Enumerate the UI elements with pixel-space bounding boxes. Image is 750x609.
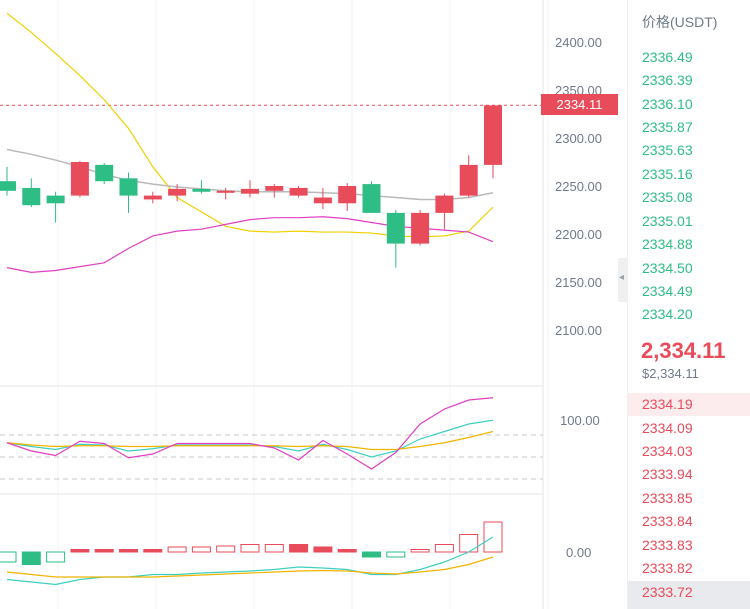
macd-histogram-bar: [362, 551, 381, 558]
price-axis-tick: 2300.00: [555, 131, 602, 146]
macd-histogram-bar: [434, 544, 454, 553]
candle-body: [265, 186, 284, 191]
candle-body: [362, 184, 381, 213]
chart-area[interactable]: 2400.00 2350.00 2300.00 2250.00 2200.00 …: [0, 0, 618, 609]
ask-price-row[interactable]: 2336.39: [642, 72, 693, 88]
oscillator-line-j: [6, 397, 494, 470]
ask-price-row[interactable]: 2335.87: [642, 119, 693, 135]
macd-histogram-bar: [167, 546, 187, 553]
ask-price-row[interactable]: 2336.10: [642, 96, 693, 112]
bid-price-row[interactable]: 2333.85: [642, 490, 693, 506]
bid-price-row[interactable]: 2334.03: [642, 443, 693, 459]
price-column-header: 价格(USDT): [642, 14, 718, 30]
candle-body: [168, 188, 187, 196]
macd-histogram-bar: [94, 549, 114, 553]
panel-collapse-handle[interactable]: ◂: [618, 258, 627, 302]
macd-histogram-bar: [21, 551, 41, 565]
bid-price-row[interactable]: 2333.84: [642, 513, 693, 529]
row-hover-highlight: [628, 581, 750, 609]
macd-dea-line: [6, 556, 494, 578]
bid-depth-highlight: [628, 393, 750, 416]
macd-histogram-bar: [337, 549, 357, 553]
order-book: 价格(USDT) 2336.49 2336.39 2336.10 2335.87…: [627, 0, 750, 609]
candle-body: [46, 195, 65, 204]
bid-price-row[interactable]: 2333.83: [642, 537, 693, 553]
candle-body: [22, 187, 41, 206]
ask-price-row[interactable]: 2334.50: [642, 260, 693, 276]
current-price-tag: 2334.11: [541, 94, 618, 115]
candle-body: [119, 178, 138, 196]
price-axis-tick: 2150.00: [555, 275, 602, 290]
price-axis-tick: 2400.00: [555, 35, 602, 50]
macd-histogram-bar: [289, 544, 309, 553]
candle-body: [0, 181, 16, 191]
price-axis-tick: 2100.00: [555, 323, 602, 338]
macd-histogram-bar: [119, 549, 138, 553]
bid-price-row[interactable]: 2333.82: [642, 560, 693, 576]
candle-body: [411, 212, 430, 244]
macd-histogram-bar: [70, 549, 90, 553]
macd-histogram-bar: [191, 546, 211, 553]
price-axis-tick: 2200.00: [555, 227, 602, 242]
macd-histogram-bar: [240, 544, 260, 553]
candle-body: [241, 188, 259, 194]
macd-histogram-bar: [46, 551, 66, 563]
candle-body: [459, 164, 478, 196]
macd-histogram-bar: [410, 549, 430, 553]
candle-body: [143, 195, 162, 200]
ask-price-row[interactable]: 2335.01: [642, 213, 693, 229]
macd-histogram-bar: [143, 549, 163, 553]
macd-histogram-bar: [386, 551, 406, 558]
candle-body: [70, 162, 89, 196]
candle-body: [95, 164, 114, 182]
oscillator-axis-tick: 100.00: [560, 413, 600, 428]
oscillator-line-d: [6, 430, 494, 451]
macd-histogram-bar: [313, 546, 333, 553]
ask-price-row[interactable]: 2334.88: [642, 236, 693, 252]
bollinger-upper-line: [6, 12, 494, 238]
candle-body: [484, 105, 502, 165]
bid-price-row[interactable]: 2334.19: [642, 396, 693, 412]
macd-histogram-bar: [264, 544, 284, 553]
last-price-usd: $2,334.11: [642, 366, 699, 381]
bid-price-row[interactable]: 2333.72: [642, 584, 693, 600]
bid-price-row[interactable]: 2333.94: [642, 466, 693, 482]
bid-price-row[interactable]: 2334.09: [642, 420, 693, 436]
ask-price-row[interactable]: 2334.49: [642, 283, 693, 299]
ask-price-row[interactable]: 2334.20: [642, 306, 693, 322]
macd-histogram-bar: [459, 534, 479, 553]
candlestick-chart-svg[interactable]: [0, 0, 618, 609]
candle-body: [313, 197, 332, 204]
candle-body: [435, 195, 454, 213]
ask-price-row[interactable]: 2335.63: [642, 142, 693, 158]
chevron-left-icon: ◂: [619, 272, 625, 283]
ask-price-row[interactable]: 2335.16: [642, 166, 693, 182]
macd-histogram-bar: [216, 545, 236, 553]
oscillator-line-k: [6, 419, 494, 458]
ask-price-row[interactable]: 2336.49: [642, 49, 693, 65]
macd-axis-tick: 0.00: [566, 545, 592, 560]
candle-body: [386, 212, 405, 244]
price-axis-tick: 2250.00: [555, 179, 602, 194]
candle-body: [289, 187, 308, 196]
candle-body: [192, 188, 211, 192]
macd-histogram-bar: [0, 551, 17, 563]
last-price: 2,334.11: [641, 338, 726, 363]
candle-body: [338, 186, 357, 204]
macd-dif-line: [6, 536, 494, 586]
candle-body: [216, 190, 235, 193]
ask-price-row[interactable]: 2335.08: [642, 189, 693, 205]
